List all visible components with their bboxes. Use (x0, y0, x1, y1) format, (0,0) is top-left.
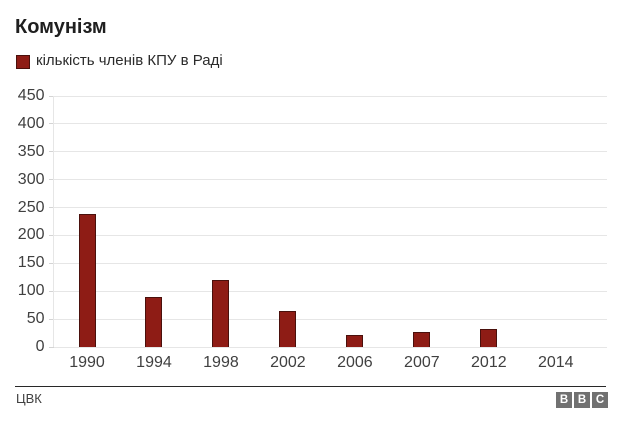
footer-divider (15, 386, 606, 387)
bbc-logo: B B C (556, 392, 608, 408)
x-axis-label-2014: 2014 (537, 354, 574, 371)
x-axis-label-1998: 1998 (203, 354, 239, 371)
bar-1994 (145, 296, 163, 347)
x-axis-label-1990: 1990 (69, 354, 105, 371)
x-axis-label-2007: 2007 (404, 354, 440, 371)
gridline-y-350 (53, 151, 607, 153)
gridline-y-200 (53, 234, 607, 236)
y-axis-label-400: 400 (17, 114, 45, 132)
bar-2006 (346, 335, 364, 347)
gridline-y-300 (53, 179, 607, 181)
legend-label: кількість членів КПУ в Раді (36, 52, 223, 69)
bbc-logo-block-c: C (592, 392, 608, 408)
x-axis-label-2002: 2002 (270, 354, 306, 371)
gridline-y-150 (53, 262, 607, 264)
gridline-y-50 (53, 318, 607, 320)
bar-1998 (212, 279, 230, 347)
y-axis-label-100: 100 (17, 282, 45, 300)
tick-y-0 (48, 346, 54, 348)
y-axis-line (53, 96, 54, 347)
x-axis-label-1994: 1994 (136, 354, 172, 371)
bar-1990 (78, 213, 96, 347)
tick-y-50 (48, 318, 54, 320)
bar-2012 (480, 329, 498, 347)
x-axis-label-2006: 2006 (337, 354, 373, 371)
gridline-y-400 (53, 123, 607, 125)
y-axis-label-450: 450 (17, 87, 45, 104)
y-axis-label-150: 150 (17, 254, 45, 272)
x-axis-label-2012: 2012 (471, 354, 507, 371)
bbc-logo-block-b1: B (556, 392, 572, 408)
y-axis-label-250: 250 (17, 198, 45, 216)
tick-y-400 (48, 123, 54, 125)
tick-y-450 (48, 95, 54, 97)
tick-y-100 (48, 290, 54, 292)
y-axis-label-200: 200 (17, 226, 45, 244)
y-axis-label-50: 50 (26, 310, 45, 328)
chart-title: Комунізм (15, 16, 107, 38)
gridline-y-250 (53, 207, 607, 209)
source-label: ЦВК (16, 390, 42, 406)
tick-y-150 (48, 262, 54, 264)
tick-y-250 (48, 207, 54, 209)
bar-2002 (279, 310, 297, 347)
tick-y-350 (48, 151, 54, 153)
y-axis-label-0: 0 (35, 338, 45, 355)
tick-y-300 (48, 179, 54, 181)
gridline-y-0 (53, 346, 607, 348)
legend-swatch (16, 54, 30, 69)
gridline-y-450 (53, 95, 607, 97)
bar-2007 (413, 331, 431, 347)
gridline-y-100 (53, 290, 607, 292)
y-axis-label-300: 300 (17, 170, 45, 188)
bbc-logo-block-b2: B (574, 392, 590, 408)
legend: кількість членів КПУ в Раді (16, 52, 223, 70)
y-axis-label-350: 350 (17, 142, 45, 160)
tick-y-200 (48, 234, 54, 236)
